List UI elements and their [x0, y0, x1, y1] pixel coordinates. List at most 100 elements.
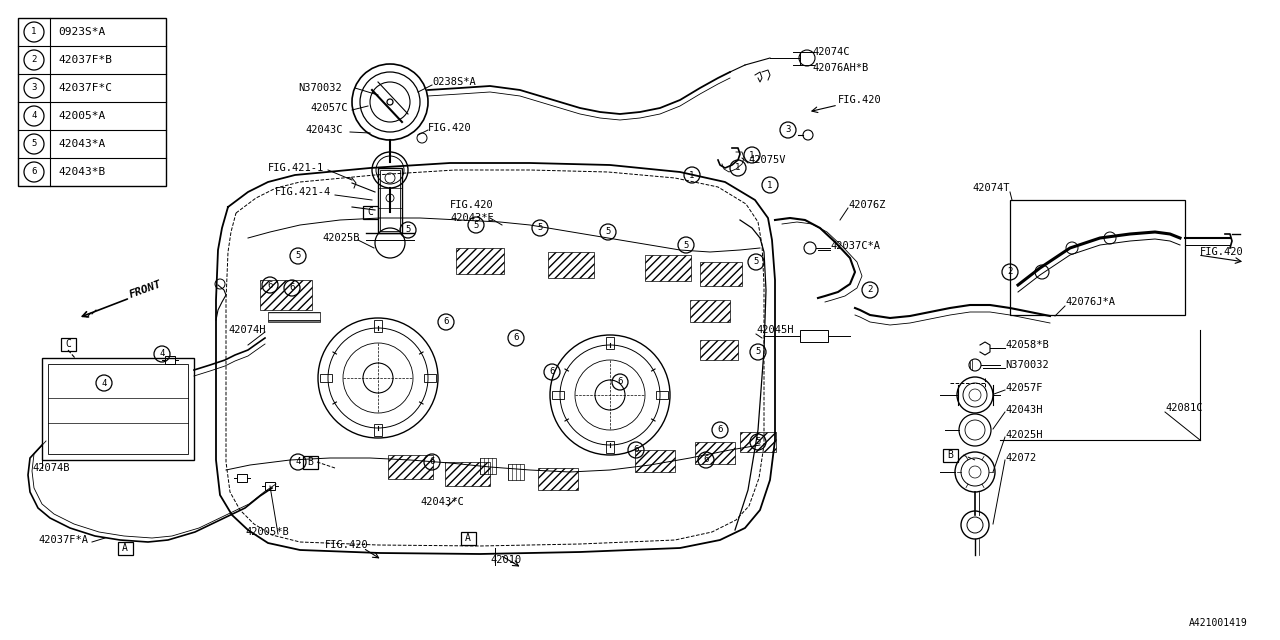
Text: 5: 5 [406, 225, 411, 234]
Text: 4: 4 [101, 378, 106, 387]
Bar [237, 474, 247, 482]
Text: C: C [65, 339, 70, 349]
Text: 42037F*A: 42037F*A [38, 535, 88, 545]
Text: 42037F*C: 42037F*C [58, 83, 113, 93]
Bar [165, 356, 175, 364]
Bar [18, 18, 166, 186]
Text: 6: 6 [717, 426, 723, 435]
Text: A: A [465, 533, 471, 543]
Text: 42058*B: 42058*B [1005, 340, 1048, 350]
Text: A421001419: A421001419 [1189, 618, 1248, 628]
Text: 6: 6 [549, 367, 554, 376]
Text: 42043C: 42043C [305, 125, 343, 135]
Text: 42075V: 42075V [748, 155, 786, 165]
Text: 2: 2 [868, 285, 873, 294]
Text: 6: 6 [31, 168, 37, 177]
Text: 42037F*B: 42037F*B [58, 55, 113, 65]
Text: 5: 5 [605, 227, 611, 237]
Bar [740, 432, 776, 452]
Text: 42076AH*B: 42076AH*B [812, 63, 868, 73]
Bar [461, 531, 475, 545]
Text: 42043*B: 42043*B [58, 167, 105, 177]
Bar [60, 337, 76, 351]
Bar [49, 364, 188, 454]
Text: FIG.420: FIG.420 [428, 123, 472, 133]
Bar [445, 462, 490, 486]
Text: 5: 5 [474, 221, 479, 230]
Text: A: A [122, 543, 128, 553]
Text: 1: 1 [690, 170, 695, 179]
Text: 42043*E: 42043*E [451, 213, 494, 223]
Bar [362, 205, 378, 218]
Text: FIG.420: FIG.420 [325, 540, 369, 550]
Bar [508, 464, 524, 480]
Text: 42057F: 42057F [1005, 383, 1042, 393]
Text: 0238S*A: 0238S*A [433, 77, 476, 87]
Text: 42037C*A: 42037C*A [829, 241, 881, 251]
Text: 5: 5 [31, 140, 37, 148]
Text: 42076J*A: 42076J*A [1065, 297, 1115, 307]
Text: 6: 6 [617, 378, 622, 387]
Text: 42043H: 42043H [1005, 405, 1042, 415]
Text: 42005*B: 42005*B [244, 527, 289, 537]
Text: 42074B: 42074B [32, 463, 69, 473]
Bar [480, 458, 497, 474]
Text: 5: 5 [754, 257, 759, 266]
Bar [268, 312, 320, 322]
Bar [605, 441, 614, 453]
Text: 42005*A: 42005*A [58, 111, 105, 121]
Bar [657, 391, 668, 399]
Text: 1: 1 [735, 163, 741, 173]
Bar [548, 252, 594, 278]
Text: 5: 5 [755, 348, 760, 356]
Text: N370032: N370032 [298, 83, 342, 93]
Bar [388, 455, 433, 479]
Text: 0923S*A: 0923S*A [58, 27, 105, 37]
Text: 42025B: 42025B [323, 233, 360, 243]
Bar [645, 255, 691, 281]
Text: 6: 6 [634, 445, 639, 454]
Bar [700, 262, 742, 286]
Text: 42074C: 42074C [812, 47, 850, 57]
Text: 42043*C: 42043*C [420, 497, 463, 507]
Text: 5: 5 [755, 438, 760, 447]
Text: 5: 5 [296, 252, 301, 260]
Bar [302, 456, 317, 468]
Bar [635, 450, 675, 472]
Text: B: B [307, 457, 312, 467]
Text: 6: 6 [289, 284, 294, 292]
Text: 2: 2 [31, 56, 37, 65]
Text: 42081C: 42081C [1165, 403, 1202, 413]
Text: 6: 6 [443, 317, 449, 326]
Text: 2: 2 [1007, 268, 1012, 276]
Bar [605, 337, 614, 349]
Text: 42074H: 42074H [228, 325, 265, 335]
Bar [456, 248, 504, 274]
Bar [380, 170, 399, 231]
Text: 5: 5 [538, 223, 543, 232]
Text: 42074T: 42074T [972, 183, 1010, 193]
Text: FIG.421-1: FIG.421-1 [268, 163, 324, 173]
Text: 4: 4 [296, 458, 301, 467]
Text: 6: 6 [513, 333, 518, 342]
Bar [42, 358, 195, 460]
Text: FIG.420: FIG.420 [451, 200, 494, 210]
Bar [374, 320, 381, 332]
Text: B: B [947, 450, 952, 460]
Bar [424, 374, 436, 382]
Text: 1: 1 [749, 150, 755, 159]
Text: 42057C: 42057C [310, 103, 347, 113]
Bar [320, 374, 332, 382]
Bar [695, 442, 735, 464]
Text: 42072: 42072 [1005, 453, 1037, 463]
Bar [690, 300, 730, 322]
Text: 6: 6 [268, 280, 273, 289]
Text: FRONT: FRONT [128, 279, 163, 300]
Text: 42010: 42010 [490, 555, 521, 565]
Bar [942, 449, 957, 461]
Text: 6: 6 [703, 456, 709, 465]
Text: N370032: N370032 [1005, 360, 1048, 370]
Bar [700, 340, 739, 360]
Bar [378, 168, 402, 233]
Text: 4: 4 [31, 111, 37, 120]
